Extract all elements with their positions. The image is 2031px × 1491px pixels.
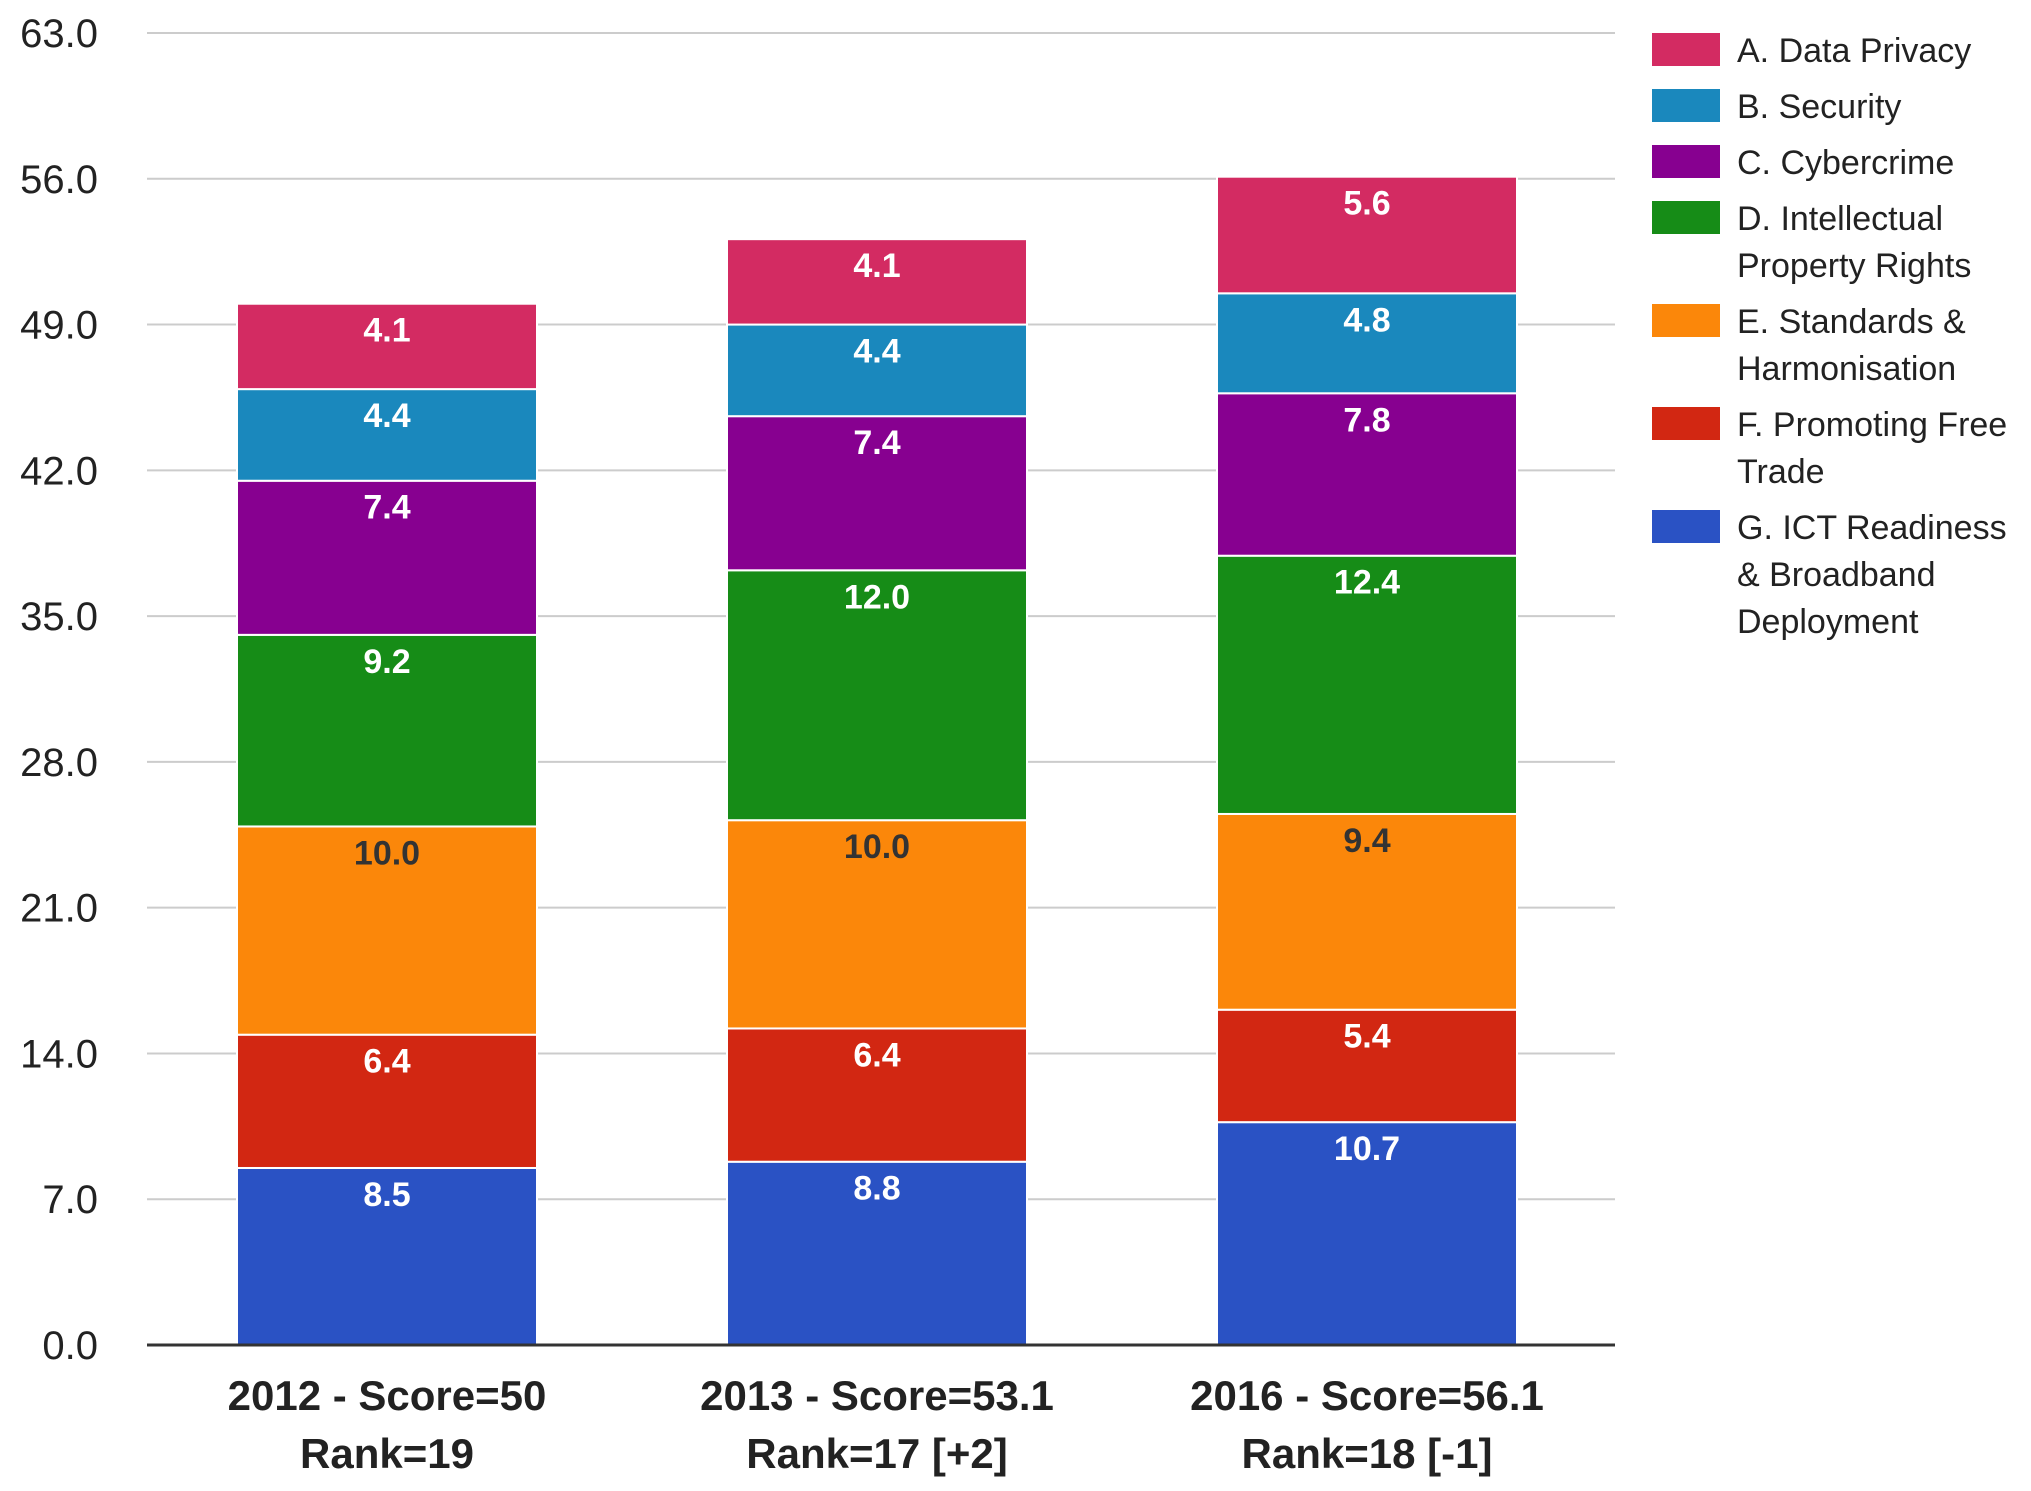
x-category-label: Rank=19	[300, 1430, 474, 1477]
data-label: 4.4	[853, 333, 900, 371]
bar-segment	[236, 302, 538, 391]
y-tick-label: 49.0	[20, 304, 98, 348]
y-tick-label: 21.0	[20, 887, 98, 931]
data-label: 7.4	[363, 489, 410, 527]
bar-segment	[236, 1166, 538, 1346]
bar-segment	[726, 819, 1028, 1030]
bar-segment	[1216, 392, 1518, 557]
bar-segment	[726, 323, 1028, 418]
axes: 0.0 7.0 14.0 21.0 28.0 35.0 42.0 49.0 56.0 63.0 20…	[20, 12, 1615, 1477]
bar-segment	[1216, 1008, 1518, 1124]
x-category-label: Rank=18 [-1]	[1242, 1430, 1493, 1477]
legend-label: Deployment	[1737, 603, 1919, 641]
bar-segment	[1216, 1121, 1518, 1346]
legend-swatch	[1652, 201, 1720, 234]
data-label: 4.4	[363, 397, 410, 435]
y-tick-label: 56.0	[20, 158, 98, 202]
y-tick-label: 14.0	[20, 1032, 98, 1076]
data-label: 8.8	[853, 1170, 900, 1208]
x-category-label: 2016 - Score=56.1	[1190, 1372, 1544, 1419]
data-label: 7.8	[1343, 401, 1390, 439]
legend-label: & Broadband	[1737, 556, 1936, 594]
y-tick-label: 42.0	[20, 449, 98, 493]
data-label: 6.4	[853, 1036, 900, 1074]
legend-swatch	[1652, 304, 1720, 337]
legend-swatch	[1652, 33, 1720, 66]
legend-swatch	[1652, 145, 1720, 178]
bar-segment	[236, 388, 538, 482]
data-label: 6.4	[363, 1043, 410, 1081]
x-category-label: Rank=17 [+2]	[746, 1430, 1007, 1477]
data-label: 9.2	[363, 643, 410, 681]
bar-segment	[236, 633, 538, 828]
y-tick-label: 35.0	[20, 595, 98, 639]
y-tick-label: 7.0	[42, 1178, 98, 1222]
bar-segment	[236, 479, 538, 636]
data-label: 5.6	[1343, 185, 1390, 223]
bar-segment	[726, 415, 1028, 572]
bar-segment	[1216, 812, 1518, 1011]
legend-label: E. Standards &	[1737, 303, 1966, 341]
y-tick-label: 28.0	[20, 741, 98, 785]
legend-label: Property Rights	[1737, 247, 1971, 285]
data-label: 7.4	[853, 424, 900, 462]
bar-segment	[726, 1027, 1028, 1163]
legend-swatch	[1652, 510, 1720, 543]
legend: A. Data Privacy B. Security C. Cybercrime D…	[1652, 32, 2007, 641]
legend-label: F. Promoting Free	[1737, 406, 2007, 444]
legend-label: D. Intellectual	[1737, 200, 1943, 238]
bar-segment	[236, 1033, 538, 1169]
data-label: 12.4	[1334, 564, 1400, 602]
bar-segment	[1216, 175, 1518, 295]
data-label: 4.1	[363, 312, 410, 350]
legend-swatch	[1652, 407, 1720, 440]
data-label: 12.0	[844, 578, 910, 616]
data-label: 8.5	[363, 1176, 410, 1214]
legend-label: B. Security	[1737, 88, 1901, 126]
bar-segment	[1216, 554, 1518, 815]
bars: 8.5 6.4 10.0 9.2 7.4 4.4 4.1 8.8 6.4 10.0 12.0 7.4 4…	[236, 175, 1518, 1346]
legend-label: Harmonisation	[1737, 350, 1956, 388]
y-tick-label: 0.0	[42, 1324, 98, 1368]
data-label: 4.1	[853, 247, 900, 285]
bar-segment	[236, 825, 538, 1036]
legend-label: Trade	[1737, 453, 1825, 491]
data-label: 9.4	[1343, 822, 1390, 860]
data-label: 4.8	[1343, 301, 1390, 339]
x-category-label: 2013 - Score=53.1	[700, 1372, 1054, 1419]
legend-label: G. ICT Readiness	[1737, 509, 2007, 547]
y-tick-label: 63.0	[20, 12, 98, 56]
data-label: 10.0	[844, 828, 910, 866]
bar-segment	[726, 238, 1028, 326]
bar-segment	[1216, 292, 1518, 395]
legend-label: C. Cybercrime	[1737, 144, 1954, 182]
legend-label: A. Data Privacy	[1737, 32, 1971, 70]
legend-swatch	[1652, 89, 1720, 122]
bar-segment	[726, 1160, 1028, 1346]
data-label: 10.7	[1334, 1130, 1400, 1168]
x-category-label: 2012 - Score=50	[228, 1372, 547, 1419]
data-label: 10.0	[354, 834, 420, 872]
data-label: 5.4	[1343, 1018, 1390, 1056]
